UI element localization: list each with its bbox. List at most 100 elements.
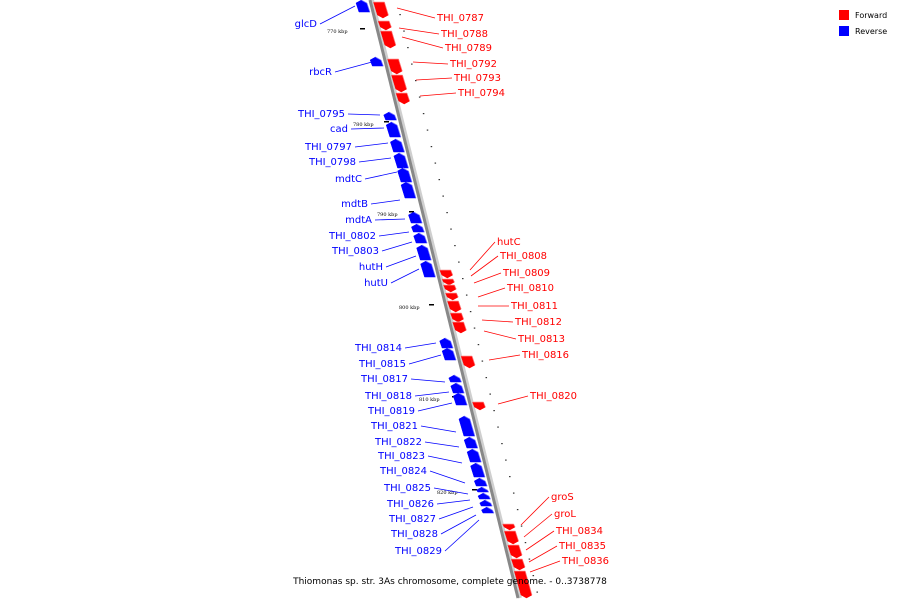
forward-gene-block <box>441 278 455 286</box>
reverse-gene-block <box>416 244 432 261</box>
gene-label: THI_0835 <box>558 541 606 552</box>
gene-block-highlight <box>475 462 486 478</box>
gene-block-highlight <box>375 56 384 67</box>
gene-label: mdtC <box>335 174 362 185</box>
reverse-gene-block <box>448 374 462 383</box>
gene-label: THI_0795 <box>297 109 345 120</box>
legend-forward-label: Forward <box>855 11 887 20</box>
gene-leader-line <box>429 470 466 484</box>
gene-label: THI_0829 <box>394 546 442 557</box>
axis-tick-mark <box>409 211 414 213</box>
axis-tick-label: 790 kbp <box>377 212 398 218</box>
axis-tick-dot <box>505 459 507 461</box>
gene-label: THI_0815 <box>358 359 406 370</box>
gene-leader-line <box>390 268 420 284</box>
gene-leader-line <box>419 92 457 97</box>
axis-tick-dot <box>485 377 488 379</box>
axis-tick-mark <box>384 121 389 123</box>
axis-tick-dot <box>497 426 499 428</box>
gene-block-highlight <box>388 111 398 121</box>
map-caption: Thiomonas sp. str. 3As chromosome, compl… <box>293 577 607 587</box>
gene-block-highlight <box>395 138 406 153</box>
gene-leader-line <box>415 77 453 81</box>
gene-leader-line <box>444 519 480 552</box>
reverse-gene-block <box>390 138 405 153</box>
gene-label: cad <box>330 124 348 135</box>
legend-forward-swatch <box>839 10 849 20</box>
axis-tick-dot <box>489 393 491 395</box>
axis-tick-dot <box>528 558 531 560</box>
gene-leader-line <box>334 61 373 73</box>
gene-block-highlight <box>450 312 465 320</box>
axis-tick-dot <box>411 63 413 65</box>
gene-leader-line <box>483 330 517 340</box>
forward-gene-block <box>377 20 392 31</box>
axis-tick-dot <box>536 591 538 593</box>
axis-tick-mark <box>360 28 365 30</box>
gene-block-highlight <box>361 0 371 13</box>
gene-leader-line <box>481 319 514 323</box>
gene-leader-line <box>374 218 406 221</box>
axis-tick-dot <box>469 311 472 313</box>
legend-reverse-label: Reverse <box>855 27 887 36</box>
gene-leader-line <box>469 241 496 271</box>
reverse-gene-block <box>481 506 495 514</box>
gene-leader-line <box>420 425 457 433</box>
axis-tick-dot <box>532 575 535 577</box>
forward-gene-block <box>443 284 457 293</box>
gene-block-highlight <box>472 448 482 463</box>
gene-leader-line <box>525 530 555 551</box>
axis-tick-label: 810 kbp <box>419 397 440 403</box>
reverse-gene-block <box>413 232 428 244</box>
gene-leader-line <box>364 171 398 180</box>
axis-tick-dot <box>446 212 448 214</box>
axis-tick-dot <box>442 195 444 197</box>
gene-leader-line <box>417 402 453 412</box>
axis-tick-label: 780 kbp <box>353 122 374 128</box>
gene-block-highlight <box>399 152 410 169</box>
gene-label: THI_0828 <box>390 529 438 540</box>
forward-gene-block <box>391 74 408 93</box>
axis-tick-dot <box>403 30 405 32</box>
forward-gene-block <box>447 300 462 313</box>
axis-tick-dot <box>465 294 468 296</box>
gene-label: THI_0823 <box>377 451 425 462</box>
reverse-gene-block <box>400 181 417 199</box>
gene-label: THI_0822 <box>374 437 422 448</box>
gene-label: THI_0821 <box>370 421 418 432</box>
gene-block-highlight <box>461 355 476 366</box>
reverse-gene-block <box>385 121 402 138</box>
gene-leader-line <box>438 506 474 520</box>
reverse-gene-block <box>458 415 476 437</box>
forward-gene-block <box>450 312 465 323</box>
gene-block-highlight <box>443 284 457 290</box>
gene-leader-line <box>408 354 442 365</box>
gene-label: THI_0808 <box>499 251 547 262</box>
gene-block-highlight <box>445 292 459 298</box>
reverse-gene-block <box>463 436 479 449</box>
gene-label: THI_0813 <box>517 334 565 345</box>
gene-block-highlight <box>442 278 455 283</box>
forward-gene-block <box>513 570 533 599</box>
axis-tick-dot <box>481 360 484 362</box>
gene-block-highlight <box>402 167 413 183</box>
forward-gene-block <box>373 1 389 19</box>
gene-block-highlight <box>514 570 533 596</box>
gene-block-highlight <box>447 347 457 361</box>
gene-label: mdtA <box>345 215 372 226</box>
gene-label: hutU <box>364 278 388 289</box>
axis-tick-mark <box>472 489 477 491</box>
gene-label: hutH <box>359 262 383 273</box>
axis-tick-dot <box>407 47 409 49</box>
axis-tick-label: 770 kbp <box>327 29 348 35</box>
gene-label: THI_0788 <box>440 29 488 40</box>
reverse-gene-block <box>476 486 490 493</box>
gene-block-highlight <box>456 382 465 394</box>
forward-gene-block <box>472 401 486 411</box>
reverse-gene-block <box>452 392 468 406</box>
gene-block-highlight <box>373 1 389 16</box>
gene-label: THI_0827 <box>388 514 436 525</box>
gene-label: THI_0787 <box>436 13 484 24</box>
gene-label: THI_0803 <box>331 246 379 257</box>
